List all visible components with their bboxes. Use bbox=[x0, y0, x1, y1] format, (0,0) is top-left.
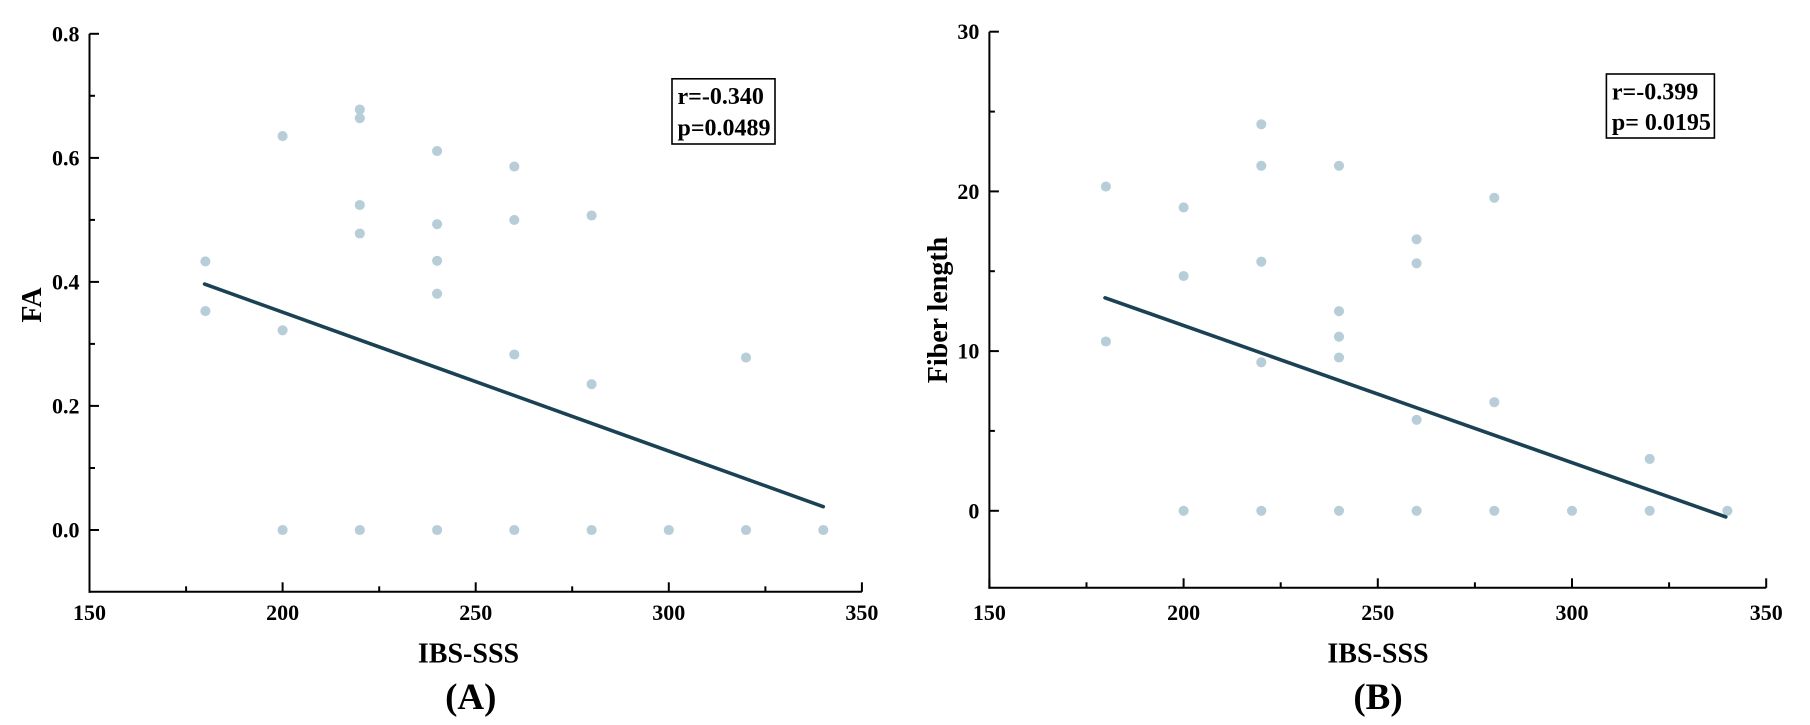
svg-text:FA: FA bbox=[17, 287, 48, 323]
svg-text:20: 20 bbox=[957, 179, 979, 204]
svg-text:0: 0 bbox=[968, 498, 979, 523]
svg-text:250: 250 bbox=[1361, 600, 1394, 625]
svg-text:200: 200 bbox=[266, 600, 299, 625]
svg-text:IBS-SSS: IBS-SSS bbox=[418, 639, 519, 670]
svg-text:Fiber length: Fiber length bbox=[923, 236, 954, 383]
svg-text:r=-0.399: r=-0.399 bbox=[1612, 80, 1698, 106]
svg-text:p= 0.0195: p= 0.0195 bbox=[1612, 110, 1711, 136]
svg-text:0.2: 0.2 bbox=[52, 393, 80, 418]
svg-text:IBS-SSS: IBS-SSS bbox=[1327, 639, 1428, 670]
svg-text:30: 30 bbox=[957, 19, 979, 44]
svg-text:250: 250 bbox=[459, 600, 492, 625]
svg-text:0.4: 0.4 bbox=[52, 269, 80, 294]
svg-text:350: 350 bbox=[1750, 600, 1783, 625]
svg-text:r=-0.340: r=-0.340 bbox=[678, 84, 764, 110]
svg-text:10: 10 bbox=[957, 339, 979, 364]
svg-text:350: 350 bbox=[845, 600, 878, 625]
svg-text:200: 200 bbox=[1167, 600, 1200, 625]
svg-text:(B): (B) bbox=[1353, 677, 1402, 718]
svg-text:300: 300 bbox=[652, 600, 685, 625]
svg-text:(A): (A) bbox=[445, 677, 496, 718]
svg-text:p=0.0489: p=0.0489 bbox=[678, 116, 771, 142]
svg-text:150: 150 bbox=[973, 600, 1006, 625]
svg-text:0.8: 0.8 bbox=[52, 21, 80, 46]
svg-text:150: 150 bbox=[73, 600, 106, 625]
svg-text:0.6: 0.6 bbox=[52, 145, 80, 170]
svg-text:300: 300 bbox=[1556, 600, 1589, 625]
svg-text:0.0: 0.0 bbox=[52, 518, 80, 543]
